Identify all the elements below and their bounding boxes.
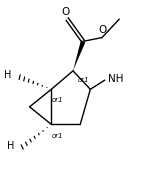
Text: or1: or1 [77,77,89,83]
Text: NH: NH [108,74,124,84]
Polygon shape [73,40,85,71]
Text: H: H [4,70,12,80]
Text: H: H [7,141,14,151]
Text: O: O [99,25,107,35]
Text: O: O [62,7,70,17]
Text: or1: or1 [51,133,63,139]
Text: or1: or1 [51,97,63,103]
